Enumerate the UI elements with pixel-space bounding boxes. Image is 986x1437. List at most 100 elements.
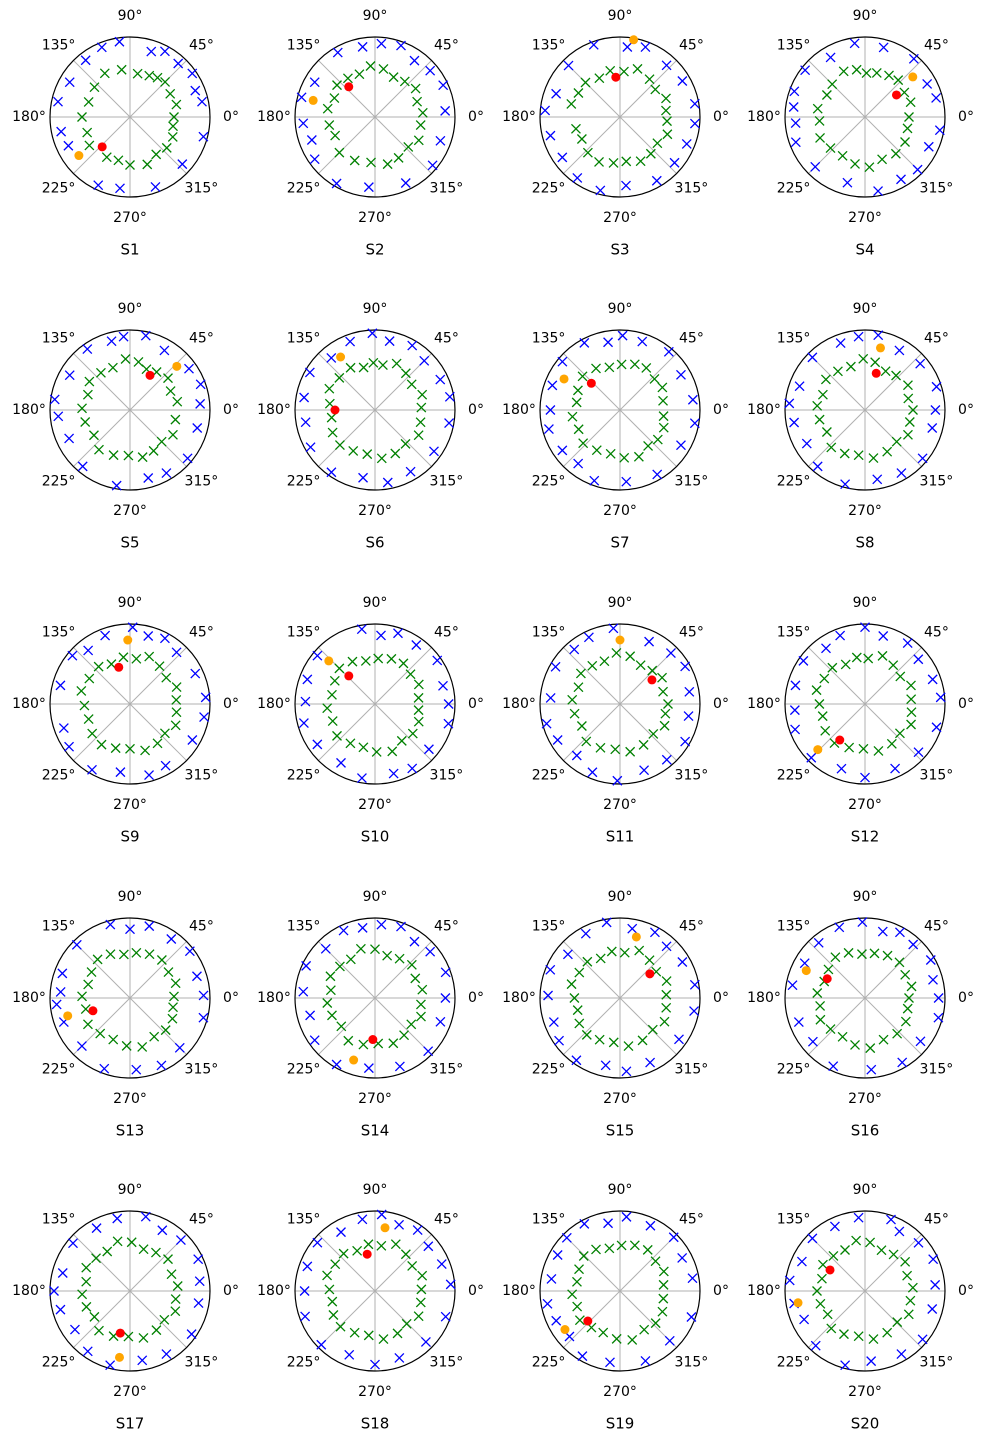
x-marker <box>546 1273 557 1284</box>
x-marker <box>905 97 916 108</box>
theta-tick-label: 315° <box>430 767 464 783</box>
theta-tick-label: 180° <box>502 990 536 1006</box>
x-marker <box>393 152 404 163</box>
x-marker <box>659 1016 670 1027</box>
theta-tick-label: 180° <box>747 402 781 418</box>
x-marker <box>326 352 337 363</box>
x-marker <box>152 738 163 749</box>
x-marker <box>391 358 402 369</box>
x-marker <box>167 131 178 142</box>
x-marker <box>551 88 562 99</box>
subplot-title: S2 <box>365 241 384 259</box>
theta-grid-line <box>808 647 866 705</box>
dot-marker <box>560 1325 570 1335</box>
theta-grid-line <box>864 353 922 411</box>
theta-tick-label: 270° <box>113 797 147 813</box>
x-marker <box>650 84 661 95</box>
x-marker <box>324 383 335 394</box>
x-marker <box>648 729 659 739</box>
x-marker <box>610 744 621 755</box>
dot-marker <box>172 361 182 371</box>
x-marker <box>652 138 663 149</box>
x-marker <box>396 921 406 932</box>
x-marker <box>312 650 323 661</box>
x-marker <box>554 1035 565 1046</box>
x-marker <box>621 476 632 487</box>
subplot-title: S7 <box>610 534 629 552</box>
x-marker <box>146 46 157 57</box>
x-marker <box>371 747 382 757</box>
x-marker <box>406 959 417 970</box>
x-marker <box>888 1249 899 1260</box>
theta-tick-label: 0° <box>958 402 974 418</box>
theta-tick-label: 270° <box>603 210 637 226</box>
theta-tick-label: 225° <box>287 180 321 196</box>
x-marker <box>573 458 584 469</box>
theta-grid-line <box>619 1234 677 1292</box>
x-marker <box>649 927 660 938</box>
x-marker <box>817 711 828 722</box>
x-marker <box>571 750 582 761</box>
x-marker <box>160 760 171 771</box>
x-marker <box>633 451 644 462</box>
x-marker <box>338 1248 349 1259</box>
theta-tick-label: 270° <box>848 797 882 813</box>
x-marker <box>608 623 619 634</box>
theta-tick-label: 180° <box>12 990 46 1006</box>
x-marker <box>661 60 672 71</box>
x-marker <box>612 775 623 786</box>
x-marker <box>603 337 614 348</box>
x-marker <box>427 160 438 171</box>
x-marker <box>868 1334 879 1345</box>
x-marker <box>906 707 917 718</box>
theta-tick-label: 225° <box>42 1354 76 1370</box>
x-marker <box>55 680 66 691</box>
x-marker <box>440 105 451 116</box>
theta-grid-line <box>374 941 432 999</box>
x-marker <box>376 630 386 641</box>
x-marker <box>113 155 124 166</box>
theta-grid-line <box>318 703 376 761</box>
x-marker <box>400 438 411 449</box>
x-marker <box>645 148 656 159</box>
x-marker <box>903 1309 914 1320</box>
x-marker <box>815 133 826 143</box>
theta-tick-label: 270° <box>358 210 392 226</box>
dot-marker <box>324 656 334 666</box>
x-marker <box>363 182 374 193</box>
x-marker <box>392 1328 403 1339</box>
x-marker <box>156 436 167 447</box>
theta-tick-label: 180° <box>502 696 536 712</box>
x-marker <box>658 1293 669 1304</box>
x-marker <box>562 949 573 960</box>
x-marker <box>849 38 860 49</box>
theta-tick-label: 135° <box>777 38 811 54</box>
x-marker <box>825 143 836 154</box>
theta-grid-line <box>619 703 677 761</box>
x-marker <box>149 1031 160 1042</box>
subplot-title: S20 <box>851 1415 880 1433</box>
x-marker <box>336 757 346 768</box>
x-marker <box>390 1239 401 1250</box>
x-marker <box>199 712 210 723</box>
x-marker <box>330 1259 341 1270</box>
subplot: 0° 45° 90° 135° 180° 225° 270° 315° S10 <box>257 595 484 846</box>
x-marker <box>91 1253 102 1264</box>
x-marker <box>581 1029 592 1040</box>
x-marker <box>935 692 946 703</box>
theta-tick-label: 225° <box>777 1354 811 1370</box>
x-marker <box>650 1256 661 1267</box>
theta-grid-line <box>808 1290 866 1348</box>
x-marker <box>660 105 671 116</box>
theta-tick-label: 90° <box>363 889 388 905</box>
x-marker <box>930 405 941 415</box>
theta-tick-label: 315° <box>675 473 709 489</box>
x-marker <box>159 728 170 739</box>
x-marker <box>606 946 617 957</box>
x-marker <box>625 651 636 662</box>
theta-tick-label: 135° <box>42 1212 76 1228</box>
theta-grid-line <box>563 409 621 467</box>
theta-tick-label: 180° <box>12 109 46 125</box>
theta-grid-line <box>864 647 922 705</box>
x-marker <box>412 1225 423 1236</box>
